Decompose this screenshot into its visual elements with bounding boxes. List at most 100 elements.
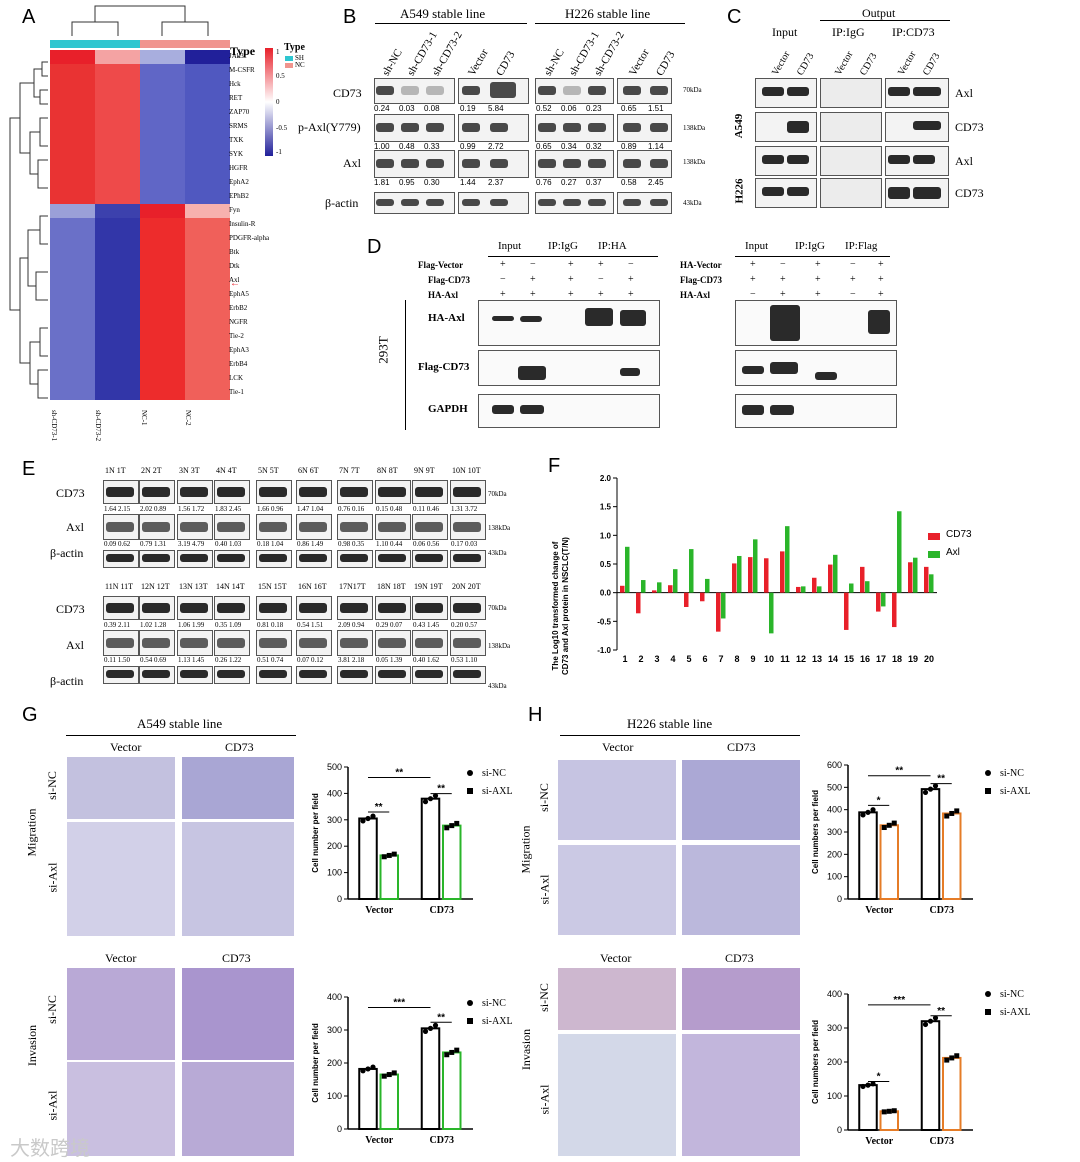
bar-point — [927, 1018, 934, 1024]
bar-ytick-label: 300 — [827, 827, 842, 837]
b-band — [650, 122, 668, 132]
b-band — [490, 82, 516, 98]
c-lane-label: CD73 — [921, 51, 943, 78]
bar-point — [432, 1022, 439, 1028]
h-col-vector-2: Vector — [600, 951, 632, 965]
e-band — [340, 487, 368, 497]
c-row-1: Axl — [955, 86, 973, 100]
g-section-invasion: Invasion — [25, 1024, 40, 1067]
b-band — [376, 198, 394, 206]
heatmap-cell — [185, 344, 230, 358]
bar-point — [386, 852, 392, 858]
b-quant: 0.89 — [621, 142, 637, 151]
bar-si-nc — [858, 811, 878, 901]
e-pair-label: 3N 3T — [179, 466, 200, 475]
e-axl-quant: 0.17 0.03 — [451, 540, 478, 548]
sig-label: ** — [437, 1012, 445, 1023]
heatmap-cell — [140, 176, 185, 190]
b-band — [623, 198, 641, 206]
e-cd73-quant: 1.02 1.28 — [140, 621, 167, 629]
heatmap-cell — [140, 232, 185, 246]
legend-sinc-marker — [985, 991, 991, 997]
b-quant: 0.33 — [424, 142, 440, 151]
e-cd73-quant: 0.43 1.45 — [413, 621, 440, 629]
e-axl-quant: 0.11 1.50 — [104, 656, 130, 664]
b-band — [650, 85, 668, 95]
bar-si-nc — [420, 1027, 441, 1130]
heatmap-cell — [185, 190, 230, 204]
b-quant: 0.06 — [561, 104, 577, 113]
g-title-line — [66, 735, 296, 736]
d-band — [868, 310, 890, 334]
f-bar-cd73 — [812, 577, 817, 593]
gene-label: EphA2 — [229, 178, 249, 186]
bar-point — [422, 1028, 429, 1034]
scale-tick-m05: -0.5 — [276, 124, 288, 132]
d-sign: + — [530, 289, 536, 300]
e-band — [378, 522, 406, 532]
bar-point — [386, 1072, 392, 1078]
e-axl-quant: 0.53 1.10 — [451, 656, 478, 664]
d-band — [742, 366, 764, 374]
e-axl-quant: 1.10 0.44 — [376, 540, 403, 548]
g-row-sinc-1: si-NC — [44, 771, 59, 800]
sig-label: * — [877, 795, 881, 806]
bar-xtick-label: Vector — [365, 905, 394, 916]
gene-label: HGFR — [229, 164, 248, 172]
e-band — [378, 638, 406, 648]
e-pair-label: 6N 6T — [298, 466, 319, 475]
bar-si-nc — [358, 1067, 378, 1131]
d-blot — [478, 394, 660, 428]
d-band — [620, 368, 640, 376]
panel-letter-d: D — [367, 236, 382, 258]
e-band — [453, 522, 481, 532]
b-quant: 0.37 — [586, 178, 602, 187]
c-band — [762, 87, 784, 96]
heatmap-cell — [185, 204, 230, 218]
e-band — [180, 487, 208, 497]
e-band — [106, 522, 134, 532]
heatmap-cell — [50, 176, 95, 190]
d-head: Input — [745, 240, 769, 252]
legend-sinc-label: si-NC — [482, 998, 506, 1009]
heatmap-cell — [50, 274, 95, 288]
f-xtick-label: 19 — [908, 654, 918, 664]
column-dendrogram — [71, 5, 209, 36]
heatmap-cell — [50, 260, 95, 274]
g-row-siaxl-1: si-Axl — [45, 862, 60, 893]
heatmap-cell — [95, 316, 140, 330]
f-xtick-label: 2 — [638, 654, 643, 664]
e-pair-label: 10N 10T — [452, 466, 481, 475]
heatmap-cell — [50, 148, 95, 162]
b-row-axl: Axl — [343, 156, 361, 170]
c-band — [888, 155, 910, 164]
b-band — [462, 158, 480, 168]
gene-label: Dtk — [229, 262, 240, 270]
gene-label: Tie-1 — [229, 388, 244, 396]
f-bar-axl — [913, 557, 918, 593]
panel-letter-f: F — [548, 455, 561, 477]
bar-si-axl — [442, 1051, 462, 1130]
g-inv-vector-siaxl-image — [67, 1062, 175, 1156]
f-legend-cd73-swatch — [928, 533, 940, 540]
heatmap-cell — [185, 218, 230, 232]
d-row-flagcd73: Flag-CD73 — [418, 361, 470, 373]
e-cd73-quant: 0.11 0.46 — [413, 505, 439, 513]
panel-letter-c: C — [727, 6, 742, 28]
e-axl-quant: 0.40 1.03 — [215, 540, 242, 548]
heatmap-cell — [50, 372, 95, 386]
b-band — [462, 122, 480, 132]
b-band — [426, 198, 444, 206]
h-mig-vector-siaxl-image — [558, 845, 676, 935]
heatmap-cell — [140, 148, 185, 162]
e-cd73-quant: 1.66 0.96 — [257, 505, 284, 513]
legend-siaxl-marker — [467, 788, 473, 794]
e-band — [415, 603, 443, 613]
bar-point — [949, 1055, 955, 1061]
g-row-sinc-2: si-NC — [44, 995, 59, 1024]
f-bar-axl — [673, 569, 678, 593]
heatmap-cell — [140, 50, 185, 64]
e-cd73-quant: 2.09 0.94 — [338, 621, 365, 629]
f-bar-axl — [753, 539, 758, 593]
b-quant: 0.08 — [424, 104, 440, 113]
